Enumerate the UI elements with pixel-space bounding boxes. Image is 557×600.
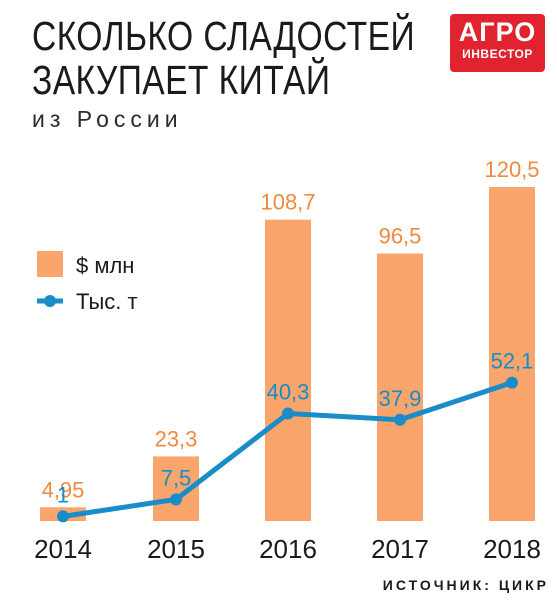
x-tick-2018: 2018: [483, 534, 541, 564]
title-line-2: ЗАКУПАЕТ КИТАЙ: [32, 57, 331, 103]
bar-2016: [265, 219, 311, 522]
legend-line-label: Тыс. т: [76, 289, 138, 314]
bar-2018: [489, 187, 535, 521]
chart-title: СКОЛЬКО СЛАДОСТЕЙ ЗАКУПАЕТ КИТАЙ: [32, 14, 415, 102]
x-tick-2017: 2017: [371, 534, 429, 564]
bar-2017: [377, 253, 423, 521]
line-label-2015: 7,5: [161, 465, 192, 490]
bar-label-2017: 96,5: [379, 224, 422, 249]
line-label-2014: 1: [57, 482, 69, 507]
line-point-2016: [282, 407, 294, 420]
bar-value-labels: 4,95 23,3 108,7 96,5 120,5: [42, 157, 540, 502]
line-point-2017: [394, 413, 406, 426]
legend-bar-swatch: [37, 251, 63, 277]
x-tick-2015: 2015: [147, 534, 205, 564]
legend: $ млн Тыс. т: [37, 251, 138, 314]
title-line-1: СКОЛЬКО СЛАДОСТЕЙ: [32, 13, 416, 59]
line-point-2014: [57, 510, 69, 523]
line-value-labels: 1 7,5 40,3 37,9 52,1: [57, 349, 534, 508]
x-tick-2014: 2014: [34, 534, 92, 564]
line-point-2015: [170, 493, 182, 506]
x-axis-ticks: 2014 2015 2016 2017 2018: [34, 534, 541, 564]
line-label-2016: 40,3: [267, 379, 310, 404]
legend-line-marker: [44, 295, 56, 307]
logo-line-1: АГРО: [458, 17, 537, 47]
bar-label-2014: 4,95: [42, 477, 85, 502]
line-label-2017: 37,9: [379, 386, 422, 411]
bar-label-2016: 108,7: [260, 190, 315, 215]
legend-bar-label: $ млн: [76, 253, 134, 278]
logo-line-2: ИНВЕСТОР: [462, 47, 533, 61]
line-series: [57, 376, 518, 523]
line-label-2018: 52,1: [491, 349, 534, 374]
line-point-2018: [506, 376, 518, 389]
x-tick-2016: 2016: [259, 534, 317, 564]
source-note: ИСТОЧНИК: ЦИКР: [382, 577, 549, 593]
bar-label-2018: 120,5: [484, 157, 539, 182]
chart-subtitle: из России: [32, 106, 183, 132]
bar-label-2015: 23,3: [155, 426, 198, 451]
bar-series: [40, 187, 535, 522]
agroinvestor-logo: АГРО ИНВЕСТОР: [450, 14, 545, 72]
